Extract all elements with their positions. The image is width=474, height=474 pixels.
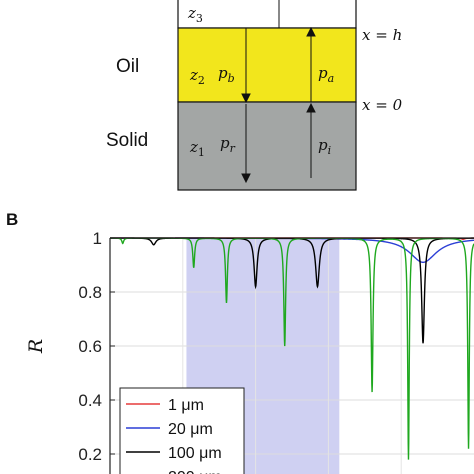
label-p-a-real: pa: [318, 64, 334, 85]
layer-name-oil: Oil: [116, 56, 139, 77]
arrow-p-r: [241, 104, 251, 184]
layer-diagram: Oil Solid z3 z2 z1 pb pr pa pi x = h x =…: [106, 0, 403, 191]
y-tick-label: 0.4: [78, 391, 102, 410]
y-tick-label: 0.2: [78, 445, 102, 464]
reflectance-chart: B 1 0.8 0.6 0.4 0.2 R 1 μm 20 μm 100 μm 200 μm: [6, 210, 474, 474]
y-tick-label: 0.6: [78, 337, 102, 356]
arrow-p-a: [306, 26, 316, 102]
layer-oil: [177, 27, 357, 103]
grid-lines: [110, 237, 474, 474]
label-z3: z3: [187, 4, 203, 25]
boundary-label-top: x = h: [362, 26, 402, 44]
layer-z3: [177, 0, 357, 29]
label-z1: z1: [189, 138, 205, 159]
y-tick-labels: 1 0.8 0.6 0.4 0.2: [78, 229, 102, 464]
y-axis-label: R: [25, 339, 47, 354]
legend-entry: 1 μm: [168, 397, 204, 414]
legend-box: [119, 387, 245, 474]
label-p-b: pb: [218, 64, 235, 85]
legend: 1 μm 20 μm 100 μm 200 μm: [119, 387, 245, 474]
layer-name-solid: Solid: [106, 130, 148, 151]
legend-entry: 100 μm: [168, 445, 222, 462]
legend-entry: 200 μm: [168, 469, 222, 474]
layer-solid: [177, 101, 357, 191]
label-p-r: pr: [220, 134, 236, 155]
label-z2: z2: [189, 66, 205, 87]
legend-entry: 20 μm: [168, 421, 213, 438]
axes: [109, 237, 474, 474]
y-tick-label: 1: [93, 229, 102, 248]
y-tick-label: 0.8: [78, 283, 102, 302]
boundary-label-bottom: x = 0: [362, 96, 403, 114]
panel-label: B: [6, 210, 18, 229]
label-p-i: pi: [318, 136, 331, 157]
arrow-p-i: [306, 102, 316, 178]
arrow-p-b: [241, 28, 251, 104]
